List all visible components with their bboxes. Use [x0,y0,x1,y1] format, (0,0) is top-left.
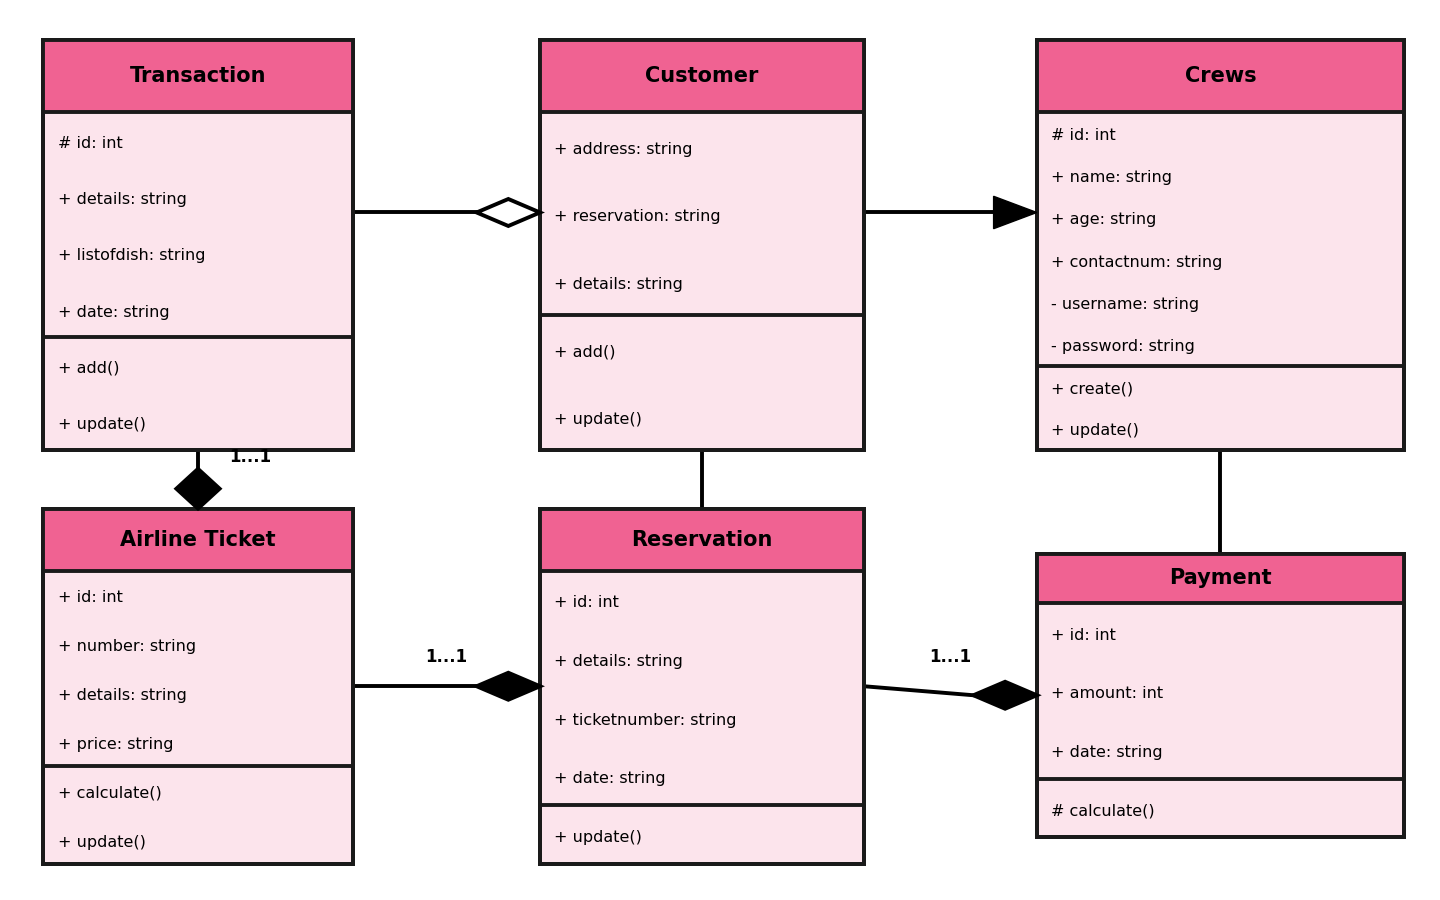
Text: + price: string: + price: string [58,737,173,751]
Bar [540,40,864,112]
Bar [540,508,864,571]
Text: + details: string: + details: string [58,688,186,703]
Bar [540,40,864,450]
FancyBboxPatch shape [1037,554,1404,837]
Text: + date: string: + date: string [554,771,667,787]
Bar [540,508,864,864]
Text: + id: int: + id: int [1051,628,1116,643]
Text: Crews: Crews [1185,67,1256,86]
Polygon shape [477,199,540,226]
Text: + reservation: string: + reservation: string [554,210,721,224]
Text: + listofdish: string: + listofdish: string [58,248,204,263]
Text: + date: string: + date: string [1051,744,1164,760]
Text: + details: string: + details: string [554,654,683,669]
FancyBboxPatch shape [43,40,353,450]
FancyBboxPatch shape [43,508,353,864]
Bar [1037,554,1404,837]
Text: + update(): + update() [554,830,642,845]
Text: + number: string: + number: string [58,639,196,654]
Text: Airline Ticket: Airline Ticket [120,529,276,550]
Text: + name: string: + name: string [1051,170,1172,185]
Text: + id: int: + id: int [58,590,122,605]
Text: + add(): + add() [554,345,616,359]
Text: + add(): + add() [58,361,120,376]
FancyBboxPatch shape [540,40,864,450]
FancyBboxPatch shape [1037,40,1404,450]
Text: + id: int: + id: int [554,596,619,610]
Text: + ticketnumber: string: + ticketnumber: string [554,713,737,728]
Text: + update(): + update() [554,412,642,427]
Text: + details: string: + details: string [58,192,186,207]
Text: + amount: int: + amount: int [1051,686,1164,701]
Bar [43,40,353,112]
Text: + contactnum: string: + contactnum: string [1051,255,1223,270]
Polygon shape [477,673,540,700]
Bar [1037,40,1404,450]
Text: + update(): + update() [58,418,145,432]
Text: 1...1: 1...1 [230,447,272,466]
Text: + create(): + create() [1051,382,1133,396]
Text: + date: string: + date: string [58,304,170,320]
Bar [43,40,353,450]
Text: + update(): + update() [58,834,145,850]
Bar [43,508,353,571]
Bar [1037,40,1404,112]
Bar [43,508,353,864]
Text: Transaction: Transaction [130,67,266,86]
Text: - password: string: - password: string [1051,339,1195,354]
Bar [1037,554,1404,603]
Text: + age: string: + age: string [1051,212,1156,228]
Polygon shape [973,682,1037,709]
FancyBboxPatch shape [540,508,864,864]
Text: + update(): + update() [1051,424,1139,438]
Text: 1...1: 1...1 [929,648,972,666]
Text: 1...1: 1...1 [425,648,468,666]
Text: Customer: Customer [645,67,759,86]
Text: + details: string: + details: string [554,277,683,292]
Text: + address: string: + address: string [554,142,693,157]
Text: Payment: Payment [1169,568,1272,589]
Polygon shape [177,469,220,508]
Text: - username: string: - username: string [1051,297,1200,311]
Text: # calculate(): # calculate() [1051,803,1155,818]
Text: + calculate(): + calculate() [58,786,161,801]
Text: # id: int: # id: int [1051,128,1116,143]
Text: Reservation: Reservation [631,529,773,550]
Polygon shape [994,196,1037,229]
Text: # id: int: # id: int [58,136,122,150]
